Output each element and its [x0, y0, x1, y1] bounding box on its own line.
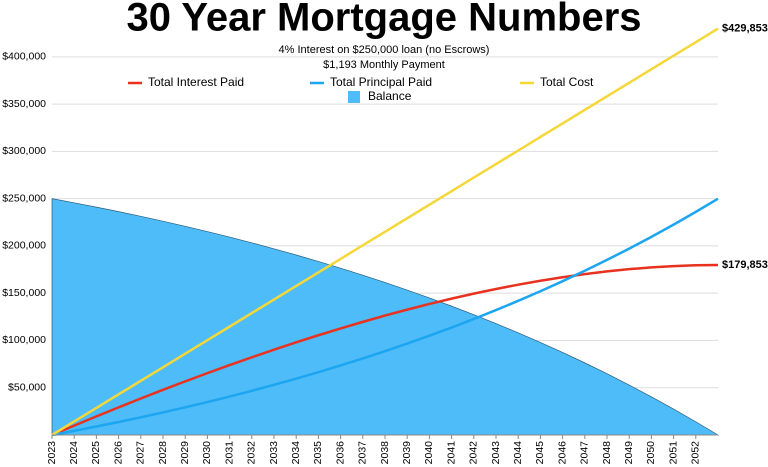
- y-tick-label: $250,000: [2, 192, 46, 204]
- x-tick-label: 2044: [512, 441, 524, 465]
- y-tick-label: $300,000: [2, 145, 46, 157]
- legend-swatch: [348, 91, 360, 103]
- chart-subtitle: $1,193 Monthly Payment: [323, 59, 445, 71]
- x-tick-label: 2039: [401, 441, 413, 465]
- y-tick-label: $200,000: [2, 240, 46, 252]
- value-label: $429,853: [722, 22, 768, 34]
- legend-label: Balance: [368, 89, 412, 103]
- x-tick-label: 2023: [46, 441, 58, 465]
- x-tick-label: 2031: [223, 441, 235, 465]
- x-tick-label: 2041: [445, 441, 457, 465]
- x-tick-label: 2045: [534, 441, 546, 465]
- x-tick-label: 2025: [90, 441, 102, 465]
- x-tick-label: 2032: [246, 441, 258, 465]
- chart-title: 30 Year Mortgage Numbers: [126, 0, 641, 40]
- series-line: [51, 197, 719, 437]
- x-tick-label: 2048: [601, 441, 613, 465]
- x-tick-label: 2040: [423, 441, 435, 465]
- legend-label: Total Principal Paid: [330, 75, 432, 89]
- x-tick-label: 2029: [179, 441, 191, 465]
- x-tick-label: 2035: [312, 441, 324, 465]
- x-tick-label: 2034: [290, 441, 302, 465]
- value-label: $179,853: [722, 259, 768, 271]
- legend-label: Total Cost: [540, 75, 594, 89]
- legend-label: Total Interest Paid: [148, 75, 244, 89]
- y-tick-label: $150,000: [2, 287, 46, 299]
- x-tick-label: 2033: [268, 441, 280, 465]
- x-tick-label: 2047: [579, 441, 591, 465]
- x-tick-label: 2051: [667, 441, 679, 465]
- y-tick-label: $100,000: [2, 334, 46, 346]
- y-tick-label: $350,000: [2, 98, 46, 110]
- chart-subtitle: 4% Interest on $250,000 loan (no Escrows…: [279, 44, 490, 56]
- x-tick-label: 2027: [135, 441, 147, 465]
- x-tick-label: 2049: [623, 441, 635, 465]
- x-tick-label: 2036: [334, 441, 346, 465]
- series-line: [51, 27, 719, 437]
- x-tick-label: 2046: [556, 441, 568, 465]
- x-tick-label: 2043: [490, 441, 502, 465]
- x-tick-label: 2026: [112, 441, 124, 465]
- x-tick-label: 2030: [201, 441, 213, 465]
- x-tick-label: 2028: [157, 441, 169, 465]
- x-tick-label: 2038: [379, 441, 391, 465]
- x-tick-label: 2024: [68, 441, 80, 465]
- x-tick-label: 2050: [645, 441, 657, 465]
- y-tick-label: $50,000: [8, 382, 46, 394]
- y-tick-label: $400,000: [2, 51, 46, 63]
- x-tick-label: 2042: [468, 441, 480, 465]
- series-line: [51, 263, 719, 437]
- x-tick-label: 2052: [690, 441, 702, 465]
- x-tick-label: 2037: [357, 441, 369, 465]
